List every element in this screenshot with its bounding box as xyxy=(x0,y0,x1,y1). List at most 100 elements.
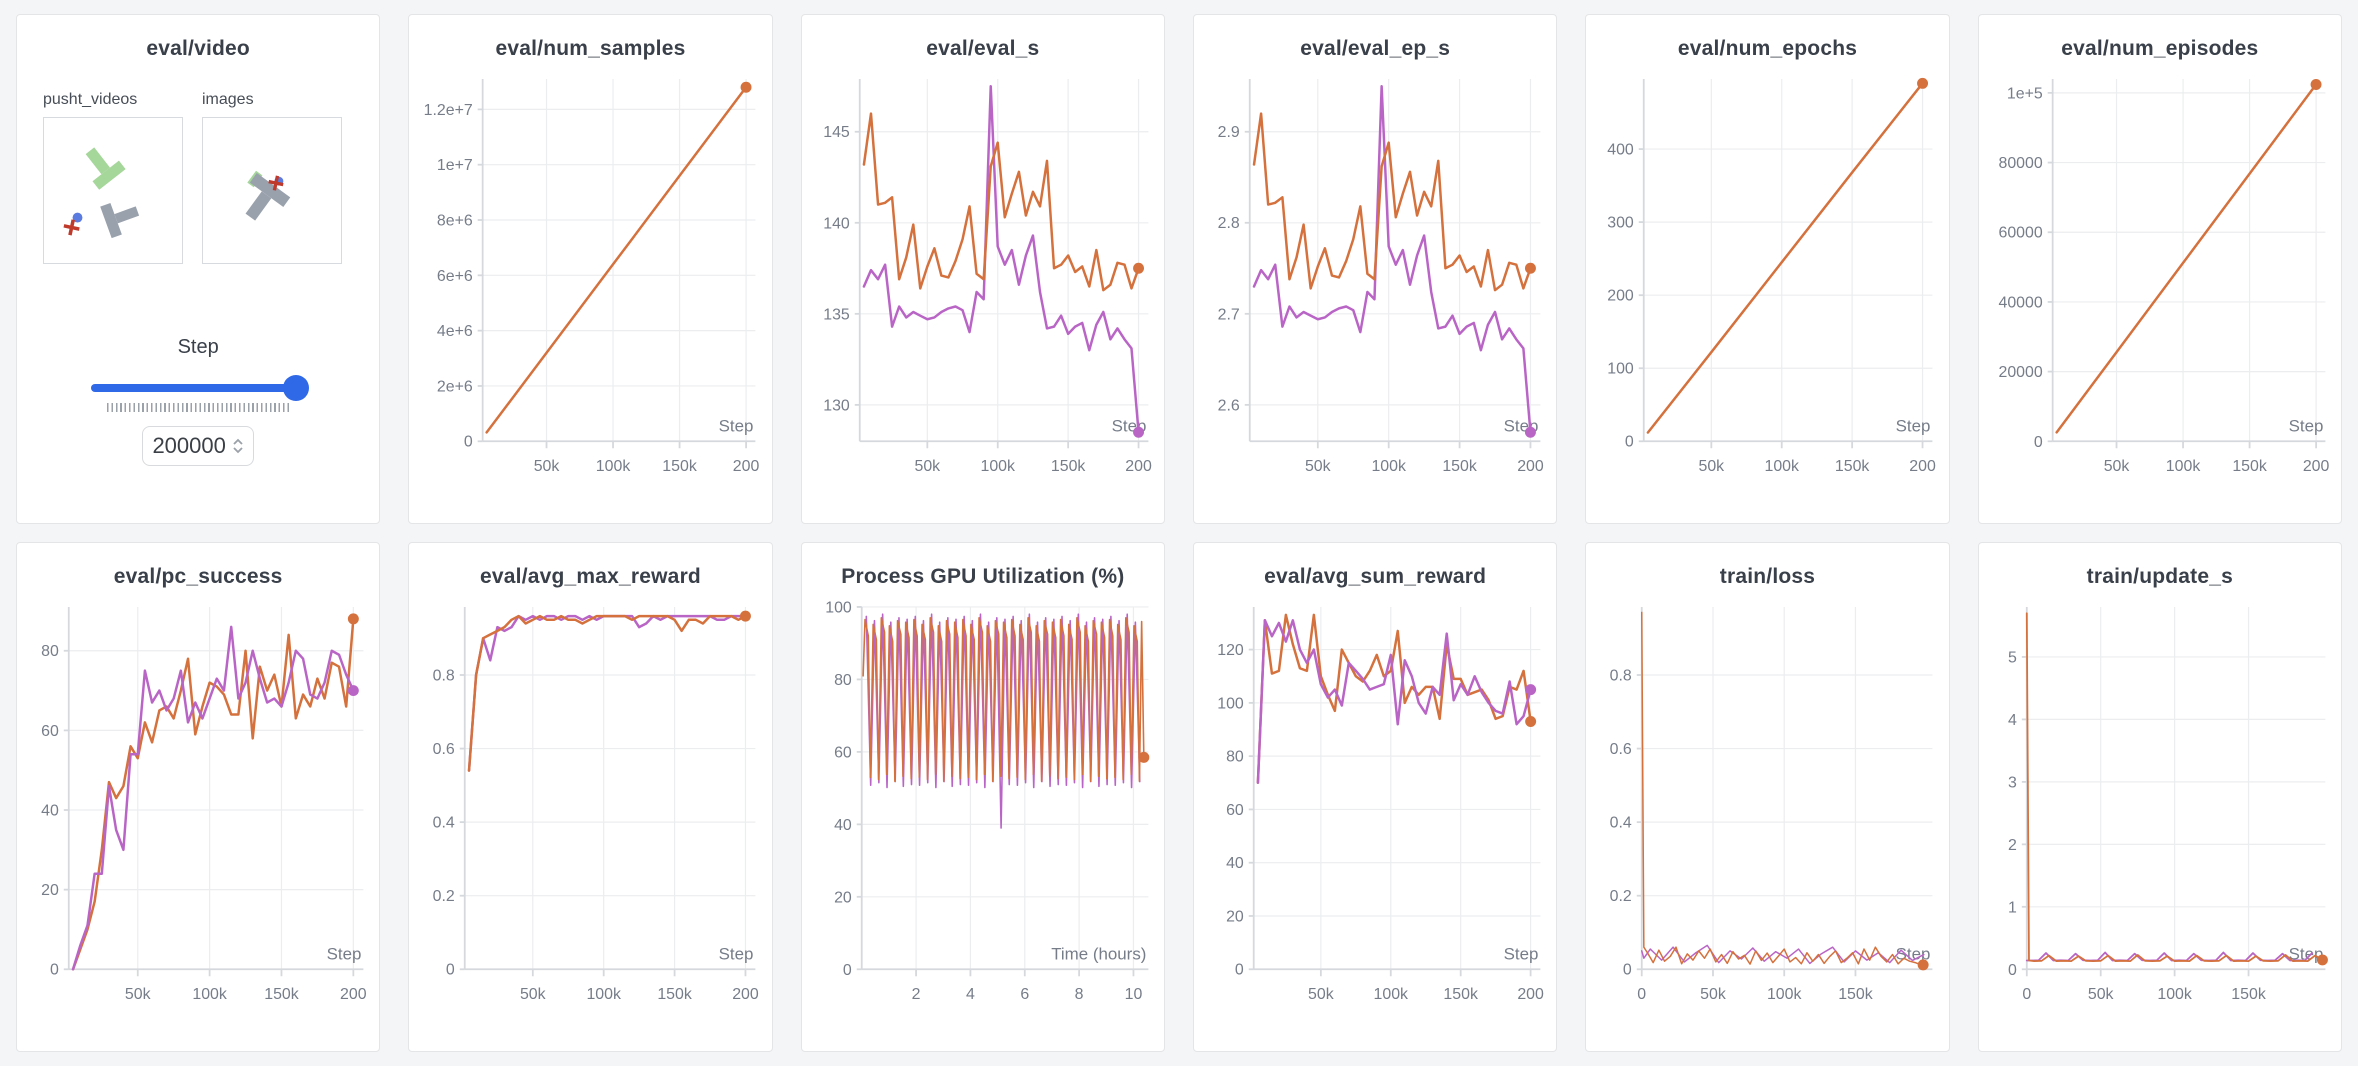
svg-text:100k: 100k xyxy=(980,458,1015,475)
panel-title: eval/pc_success xyxy=(113,565,283,588)
stepper-arrows xyxy=(232,438,244,454)
svg-text:10: 10 xyxy=(1124,986,1142,1003)
panel-train-update-s[interactable]: train/update_s 0 1 2 3 4 5 0 50k 100k 150k Step xyxy=(1977,542,2342,1052)
panel-eval-num-episodes[interactable]: eval/num_episodes 0 20000 40000 60000 80000 1… xyxy=(1977,14,2342,524)
video-thumbnail-images[interactable] xyxy=(202,117,342,264)
svg-text:50k: 50k xyxy=(914,458,940,475)
svg-text:80000: 80000 xyxy=(1998,155,2042,172)
svg-text:0: 0 xyxy=(446,962,455,979)
panel-eval-avg-max-reward[interactable]: eval/avg_max_reward 0 0.2 0.4 0.6 0.8 50k 100k… xyxy=(408,542,773,1052)
svg-text:6: 6 xyxy=(1020,986,1029,1003)
svg-text:130: 130 xyxy=(823,397,850,414)
goal-dot-icon xyxy=(72,212,83,223)
svg-text:120: 120 xyxy=(1217,642,1244,659)
panel-gpu-utilization[interactable]: Process GPU Utilization (%) 0 20 40 60 80 100… xyxy=(800,542,1165,1052)
svg-text:0.8: 0.8 xyxy=(1610,667,1632,684)
chevron-up-icon[interactable] xyxy=(232,438,244,446)
svg-text:200: 200 xyxy=(1608,288,1635,305)
svg-text:100k: 100k xyxy=(596,458,631,475)
panel-eval-avg-sum-reward[interactable]: eval/avg_sum_reward 0 20 40 60 80 100 120 50k 10… xyxy=(1193,542,1558,1052)
svg-text:80: 80 xyxy=(834,672,852,689)
svg-text:Time (hours): Time (hours) xyxy=(1051,944,1146,963)
svg-text:Step: Step xyxy=(327,944,362,963)
svg-text:60: 60 xyxy=(1226,802,1244,819)
svg-text:4: 4 xyxy=(966,986,975,1003)
panel-eval-eval-ep-s[interactable]: eval/eval_ep_s 2.6 2.7 2.8 2.9 50k 100k 150k 20… xyxy=(1193,14,1558,524)
svg-text:0: 0 xyxy=(843,962,852,979)
pusht-scene-image xyxy=(63,147,140,239)
step-slider[interactable] xyxy=(91,375,310,401)
svg-text:50k: 50k xyxy=(125,986,151,1003)
svg-text:2.7: 2.7 xyxy=(1218,306,1240,323)
svg-text:145: 145 xyxy=(823,124,850,141)
step-number-input[interactable]: 200000 xyxy=(142,426,255,466)
step-slider-thumb[interactable] xyxy=(283,375,310,401)
svg-text:40: 40 xyxy=(41,802,59,819)
video-thumbnail-pusht[interactable] xyxy=(43,117,183,264)
panel-eval-num-samples[interactable]: eval/num_samples 0 2e+6 4e+6 6e+6 8e+6 1e+7 1.… xyxy=(408,14,773,524)
panel-eval-pc-success[interactable]: eval/pc_success 0 20 40 60 80 50k 100k 150k 200 S… xyxy=(16,542,381,1052)
chevron-down-icon[interactable] xyxy=(232,446,244,454)
svg-text:50k: 50k xyxy=(1305,458,1331,475)
chart-eval-num-epochs: 0 100 200 300 400 50k 100k 150k 200 Step xyxy=(1608,77,1937,475)
svg-text:200: 200 xyxy=(1517,458,1544,475)
svg-text:0: 0 xyxy=(2022,986,2031,1003)
svg-text:Step: Step xyxy=(719,944,754,963)
svg-text:100k: 100k xyxy=(2157,986,2192,1003)
svg-text:150k: 150k xyxy=(264,986,299,1003)
svg-text:100: 100 xyxy=(1217,695,1244,712)
svg-text:140: 140 xyxy=(823,215,850,232)
svg-text:150k: 150k xyxy=(1443,986,1478,1003)
svg-text:20: 20 xyxy=(41,882,59,899)
svg-text:0.4: 0.4 xyxy=(1610,815,1632,832)
step-slider-track[interactable] xyxy=(91,384,306,392)
svg-text:150k: 150k xyxy=(1442,458,1477,475)
panel-title: eval/eval_ep_s xyxy=(1300,37,1451,60)
svg-text:0: 0 xyxy=(2008,962,2017,979)
svg-text:0.4: 0.4 xyxy=(433,815,455,832)
svg-text:60: 60 xyxy=(41,723,59,740)
svg-text:2: 2 xyxy=(2008,837,2017,854)
svg-text:150k: 150k xyxy=(1839,986,1874,1003)
svg-text:0: 0 xyxy=(1235,962,1244,979)
svg-text:0.8: 0.8 xyxy=(433,667,455,684)
svg-text:6e+6: 6e+6 xyxy=(437,268,473,285)
svg-text:200: 200 xyxy=(1517,986,1544,1003)
svg-text:100k: 100k xyxy=(1765,458,1800,475)
svg-text:200: 200 xyxy=(2302,458,2329,475)
svg-text:0: 0 xyxy=(1625,434,1634,451)
svg-text:150k: 150k xyxy=(1835,458,1870,475)
svg-text:20000: 20000 xyxy=(1998,364,2042,381)
svg-text:8: 8 xyxy=(1074,986,1083,1003)
step-number-value[interactable]: 200000 xyxy=(152,433,226,458)
svg-text:50k: 50k xyxy=(534,458,560,475)
svg-text:50k: 50k xyxy=(1700,986,1726,1003)
images-scene-image xyxy=(245,170,291,221)
svg-text:80: 80 xyxy=(41,643,59,660)
panel-train-loss[interactable]: train/loss 0 0.2 0.4 0.6 0.8 0 50k 100k 150k Step xyxy=(1585,542,1950,1052)
panel-eval-video[interactable]: eval/video pusht_videos images xyxy=(16,14,381,524)
panel-eval-num-epochs[interactable]: eval/num_epochs 0 100 200 300 400 50k 100k 150k… xyxy=(1585,14,1950,524)
chart-eval-avg-sum-reward: 0 20 40 60 80 100 120 50k 100k 150k 200 Step xyxy=(1217,606,1544,1003)
svg-text:150k: 150k xyxy=(658,986,693,1003)
svg-text:Step: Step xyxy=(2288,416,2323,435)
svg-text:0: 0 xyxy=(1638,986,1647,1003)
svg-text:2e+6: 2e+6 xyxy=(437,378,473,395)
svg-text:Step: Step xyxy=(2288,944,2323,963)
svg-text:60: 60 xyxy=(834,744,852,761)
svg-text:4: 4 xyxy=(2008,712,2017,729)
svg-text:200: 200 xyxy=(1910,458,1937,475)
panel-eval-eval-s[interactable]: eval/eval_s 130 135 140 145 50k 100k 150k 200 St… xyxy=(800,14,1165,524)
svg-text:0: 0 xyxy=(464,434,473,451)
panel-title: Process GPU Utilization (%) xyxy=(841,565,1125,588)
svg-text:150k: 150k xyxy=(2231,986,2266,1003)
svg-text:4e+6: 4e+6 xyxy=(437,323,473,340)
svg-text:50k: 50k xyxy=(2103,458,2129,475)
svg-text:150k: 150k xyxy=(1051,458,1086,475)
svg-text:2.8: 2.8 xyxy=(1218,215,1240,232)
svg-text:100: 100 xyxy=(825,599,852,616)
svg-text:20: 20 xyxy=(1226,908,1244,925)
svg-text:0: 0 xyxy=(50,962,59,979)
